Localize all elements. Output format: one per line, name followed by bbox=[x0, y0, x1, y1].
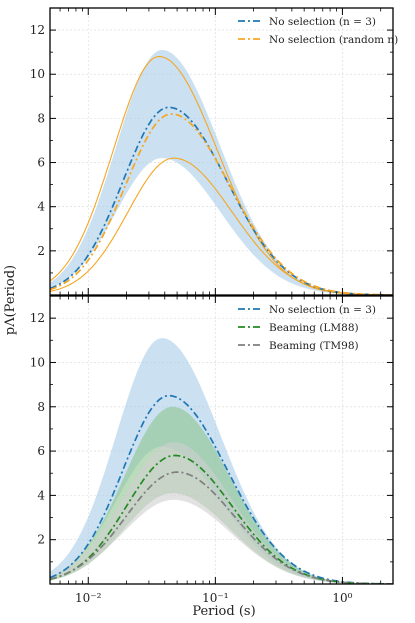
band-beaming-tm98- bbox=[50, 442, 393, 584]
x-tick-label: 10⁻² bbox=[75, 591, 102, 605]
legend-label: No selection (n = 3) bbox=[269, 16, 376, 28]
plot-area bbox=[50, 49, 393, 295]
legend: No selection (n = 3) Beaming (LM88) Beamin… bbox=[238, 304, 376, 352]
y-tick-label: 12 bbox=[30, 311, 45, 325]
plot-area bbox=[50, 338, 393, 584]
series-line-beaming-tm98- bbox=[50, 471, 393, 584]
legend: No selection (n = 3) No selection (random… bbox=[238, 16, 398, 46]
y-axis-label: pΛ(Period) bbox=[3, 265, 18, 335]
band-no-selection-n-3- bbox=[50, 338, 393, 584]
series-line-beaming-lm88- bbox=[50, 454, 393, 584]
panel-bottom: 2 4 6 8 10 12 10⁻² 10⁻¹ 10⁰ No selection (n = 3) B… bbox=[30, 295, 394, 605]
y-tick-label: 2 bbox=[37, 533, 45, 547]
legend-label: Beaming (TM98) bbox=[269, 340, 359, 352]
y-tick-label: 6 bbox=[37, 444, 45, 458]
legend-label: Beaming (LM88) bbox=[269, 322, 359, 334]
x-tick-label: 10⁰ bbox=[332, 591, 352, 605]
band-no-selection-n-3- bbox=[50, 49, 393, 295]
y-tick-label: 10 bbox=[30, 355, 45, 369]
panel-frame bbox=[49, 295, 394, 585]
y-tick-label: 2 bbox=[37, 244, 45, 258]
y-tick-label: 4 bbox=[37, 200, 45, 214]
legend-label: No selection (n = 3) bbox=[269, 304, 376, 316]
x-tick-label: 10⁻¹ bbox=[202, 591, 228, 605]
y-tick-label: 12 bbox=[30, 23, 45, 37]
y-tick-label: 4 bbox=[37, 488, 45, 502]
series-line-no-selection-n-3- bbox=[50, 106, 393, 295]
y-tick-label: 6 bbox=[37, 156, 45, 170]
legend-label: No selection (random n) bbox=[269, 34, 398, 46]
grid bbox=[50, 296, 393, 584]
y-tick-label: 10 bbox=[30, 67, 45, 81]
y-tick-label: 8 bbox=[37, 111, 45, 125]
panel-frame bbox=[49, 7, 394, 296]
y-tick-label: 8 bbox=[37, 400, 45, 414]
x-axis-label: Period (s) bbox=[192, 604, 255, 619]
